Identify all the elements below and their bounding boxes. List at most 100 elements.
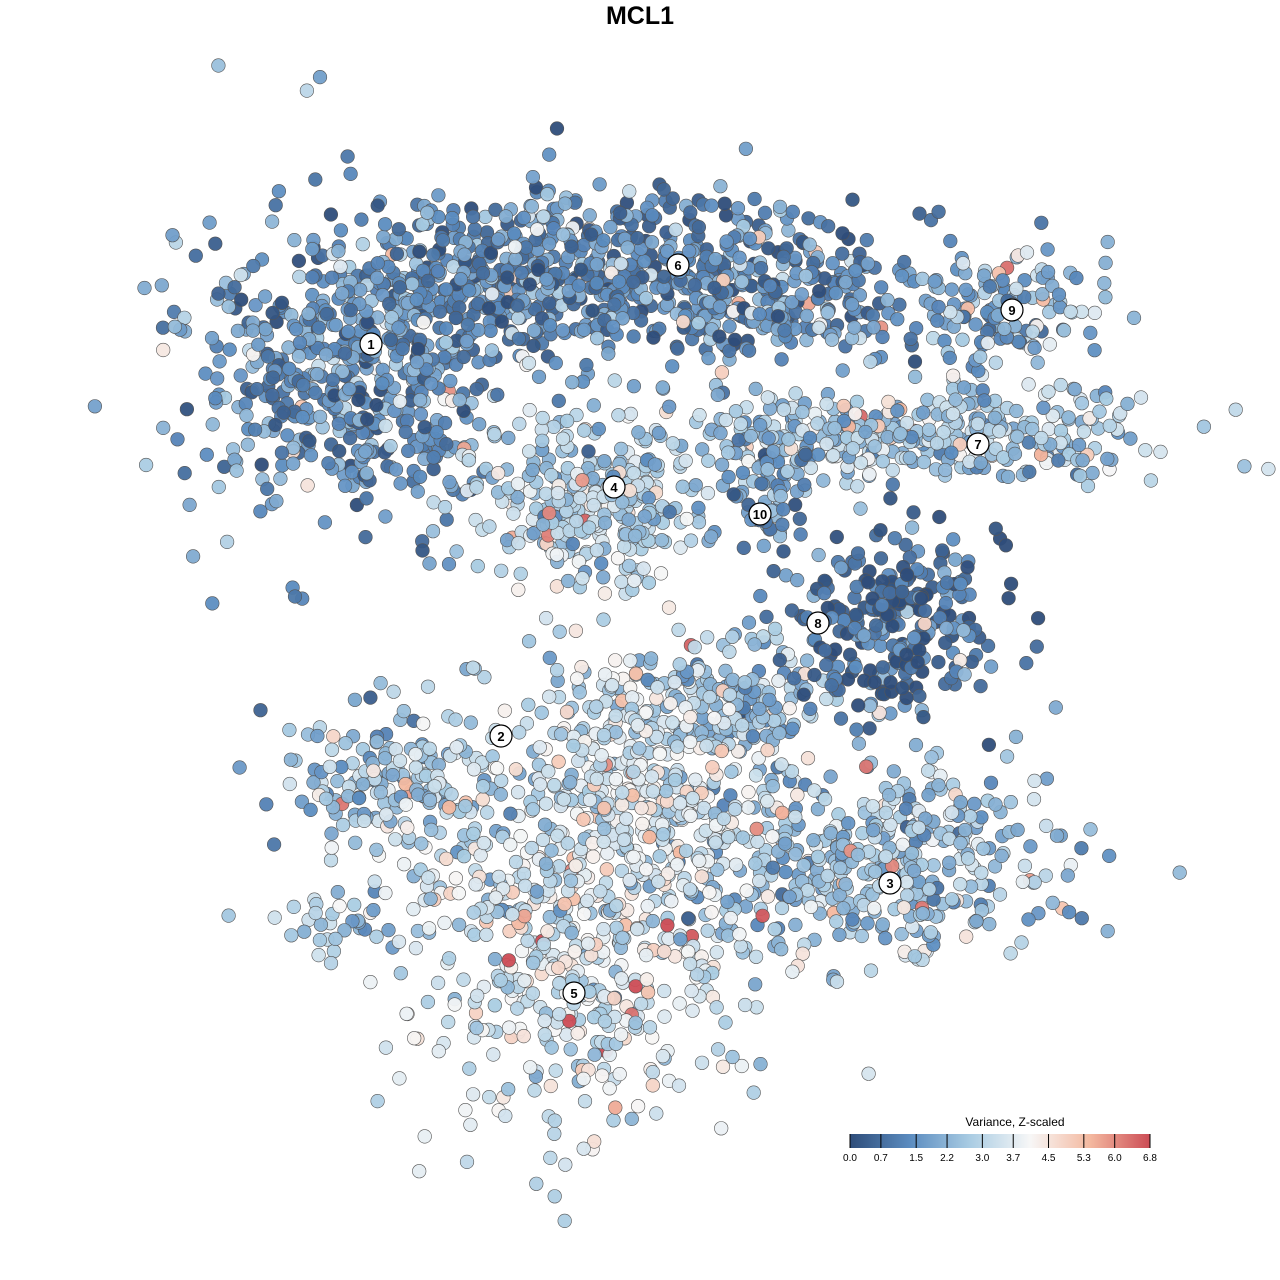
- cell-point: [589, 543, 605, 558]
- cell-point: [760, 390, 775, 405]
- cell-point: [511, 535, 526, 551]
- cell-point: [829, 974, 845, 989]
- cell-point: [719, 234, 734, 249]
- cell-point: [536, 209, 551, 224]
- cell-point: [222, 342, 237, 357]
- cell-point: [369, 734, 385, 749]
- cell-point: [942, 855, 957, 870]
- cell-point: [712, 329, 727, 344]
- cell-point: [691, 515, 707, 530]
- cell-point: [302, 433, 317, 448]
- cell-point: [1026, 792, 1042, 807]
- cell-point: [776, 402, 792, 417]
- cell-point: [861, 1066, 876, 1081]
- cell-point: [514, 265, 529, 280]
- cell-point: [931, 654, 946, 670]
- cell-point: [724, 764, 739, 779]
- cell-point: [505, 907, 520, 922]
- cell-point: [542, 318, 558, 333]
- cell-point: [803, 701, 818, 717]
- cell-point: [260, 349, 276, 364]
- cell-point: [678, 843, 694, 858]
- cell-point: [894, 584, 910, 600]
- cell-point: [584, 227, 599, 242]
- cell-point: [451, 886, 466, 901]
- cell-point: [549, 547, 564, 562]
- cell-point: [324, 742, 340, 757]
- cell-point: [700, 630, 715, 645]
- cell-point: [850, 847, 866, 863]
- cell-point: [619, 811, 634, 826]
- cell-point: [983, 775, 999, 790]
- cell-point: [475, 792, 490, 807]
- svg-text:9: 9: [1008, 303, 1015, 318]
- cell-point: [988, 797, 1003, 812]
- cell-point: [437, 915, 452, 931]
- cell-point: [530, 222, 545, 237]
- cell-point: [229, 463, 244, 478]
- cell-point: [292, 335, 308, 350]
- cell-point: [137, 280, 152, 296]
- cell-point: [688, 478, 703, 493]
- cell-point: [525, 170, 541, 185]
- cell-point: [1138, 443, 1153, 458]
- cell-point: [517, 908, 532, 924]
- cell-point: [752, 307, 767, 322]
- cell-point: [469, 382, 484, 397]
- cell-point: [1022, 464, 1037, 480]
- cell-point: [982, 279, 997, 294]
- cell-point: [894, 926, 909, 942]
- cell-point: [510, 476, 526, 491]
- cell-point: [1030, 611, 1046, 626]
- cell-point: [794, 287, 809, 302]
- colorbar-tick-label: 2.2: [940, 1153, 954, 1164]
- svg-text:1: 1: [367, 337, 374, 352]
- cell-point: [614, 971, 629, 986]
- cell-point: [833, 711, 849, 726]
- cell-point: [707, 711, 722, 726]
- cell-point: [860, 916, 875, 931]
- cell-point: [586, 498, 601, 513]
- cell-point: [1085, 465, 1100, 481]
- cell-point: [668, 222, 683, 237]
- cell-point: [709, 945, 724, 960]
- cell-point: [896, 900, 912, 915]
- cluster-label-2: 2: [489, 724, 513, 748]
- cell-point: [448, 712, 463, 727]
- cell-point: [656, 827, 671, 842]
- cell-point: [611, 274, 627, 289]
- cell-point: [448, 310, 463, 326]
- cell-point: [557, 196, 573, 211]
- cell-point: [676, 314, 691, 329]
- cell-point: [895, 680, 910, 696]
- cell-point: [303, 448, 319, 463]
- colorbar-gradient: [850, 1134, 1150, 1148]
- cell-point: [817, 791, 833, 807]
- cell-point: [483, 323, 498, 338]
- cell-point: [308, 385, 323, 400]
- cell-point: [741, 343, 757, 358]
- cell-point: [848, 263, 863, 278]
- cell-point: [494, 314, 509, 329]
- cell-point: [540, 924, 555, 939]
- cell-point: [630, 231, 645, 246]
- cell-point: [776, 502, 791, 517]
- cell-point: [681, 944, 696, 959]
- cell-point: [722, 687, 738, 702]
- cell-point: [542, 147, 557, 162]
- cell-point: [912, 688, 927, 704]
- cell-point: [645, 1064, 660, 1080]
- cell-point: [630, 1099, 646, 1114]
- cell-point: [1051, 287, 1067, 302]
- cell-point: [916, 405, 931, 420]
- cell-point: [660, 918, 675, 933]
- cell-point: [1027, 340, 1042, 356]
- cell-point: [848, 406, 863, 421]
- cell-point: [645, 784, 661, 799]
- cell-point: [556, 792, 571, 807]
- cell-point: [480, 805, 495, 820]
- cell-point: [713, 179, 728, 194]
- cell-point: [438, 335, 454, 350]
- cell-point: [657, 1009, 672, 1024]
- cell-point: [406, 901, 421, 917]
